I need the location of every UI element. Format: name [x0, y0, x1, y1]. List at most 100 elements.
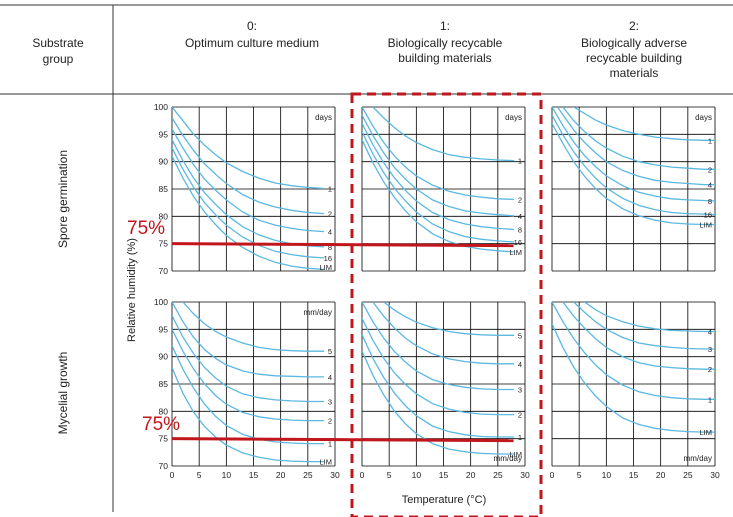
curve-label: 1	[328, 184, 332, 193]
column-header-1-line-1: building materials	[398, 51, 491, 65]
x-tick-label: 5	[577, 470, 582, 480]
curve-label: 2	[518, 411, 522, 420]
y-tick-label: 70	[159, 266, 169, 276]
group-header-line-1: Substrate	[32, 36, 84, 50]
curve-lim	[552, 323, 715, 433]
curve-label: 4	[708, 328, 712, 337]
curve-16	[172, 147, 325, 259]
threshold-line-spore	[171, 242, 514, 248]
unit-label: mm/day	[304, 308, 332, 317]
x-tick-label: 10	[412, 470, 422, 480]
curve-label: 3	[708, 345, 712, 354]
curve-label: 1	[518, 433, 522, 442]
curve-4	[584, 302, 715, 333]
curve-label: 4	[518, 360, 522, 369]
y-tick-label: 100	[154, 102, 168, 112]
curve-4	[172, 302, 325, 378]
marker-75-upper: 75%	[127, 218, 165, 239]
highlight-box-column-1	[350, 92, 543, 517]
y-tick-label: 90	[159, 157, 169, 167]
y-tick-label: 85	[159, 379, 169, 389]
x-tick-label: 20	[466, 470, 476, 480]
curve-label: 8	[708, 197, 712, 206]
threshold-lines	[171, 242, 514, 443]
x-tick-label: 20	[276, 470, 286, 480]
unit-label: mm/day	[684, 454, 712, 463]
x-tick-label: 0	[550, 470, 555, 480]
curve-2	[362, 318, 515, 416]
x-tick-label: 5	[197, 470, 202, 480]
curve-label: 16	[704, 211, 712, 220]
y-tick-label: 95	[159, 324, 169, 334]
curve-8	[552, 107, 715, 202]
column-header-id-2: 2:	[629, 19, 639, 33]
x-axis-label: Temperature (°C)	[402, 494, 486, 506]
x-tick-label: 0	[360, 470, 365, 480]
curve-1	[362, 334, 515, 438]
curve-3	[172, 315, 325, 403]
y-tick-label: 85	[159, 184, 169, 194]
row-label-mycelial-growth: Mycelial growth	[56, 352, 70, 435]
curve-2	[562, 107, 715, 170]
curve-5	[383, 302, 515, 336]
curve-8	[172, 139, 325, 248]
curve-label: 16	[324, 254, 332, 263]
y-tick-label: 80	[159, 211, 169, 221]
curve-label: 4	[328, 373, 332, 382]
curve-label: 1	[328, 440, 332, 449]
curve-label: LIM	[509, 450, 522, 459]
curve-label: 4	[708, 181, 712, 190]
curve-lim	[362, 139, 515, 253]
curve-label: 2	[328, 210, 332, 219]
column-header-2-line-1: recycable building	[586, 51, 682, 65]
curve-2	[362, 107, 515, 201]
column-header-1-line-0: Biologically recycable	[388, 36, 503, 50]
x-tick-label: 10	[222, 470, 232, 480]
x-tick-label: 0	[170, 470, 175, 480]
curve-1	[172, 107, 325, 190]
unit-label: mm/day	[494, 454, 522, 463]
x-tick-label: 25	[493, 470, 503, 480]
curve-5	[182, 302, 325, 352]
curve-label: 4	[328, 228, 332, 237]
curve-label: 8	[328, 243, 332, 252]
panel-mycelial-col-0: 100 95 90 85 80 75 700 5 10 15 20 25 30 mm/day 5 4 3 2 1 LI…	[154, 297, 340, 480]
x-tick-label: 5	[387, 470, 392, 480]
curve-4	[556, 107, 715, 186]
curve-label: 3	[328, 397, 332, 406]
curve-1	[552, 302, 715, 400]
curve-label: LIM	[319, 458, 332, 467]
unit-label: days	[695, 113, 712, 122]
curve-3	[362, 302, 515, 391]
x-tick-label: 30	[520, 470, 530, 480]
curve-8	[362, 123, 515, 231]
group-header-line-2: group	[43, 52, 74, 66]
column-header-id-1: 1:	[440, 19, 450, 33]
curve-1	[172, 345, 325, 445]
curve-label: LIM	[699, 428, 712, 437]
curve-label: 3	[518, 385, 522, 394]
curve-2	[172, 329, 325, 422]
x-tick-label: 30	[330, 470, 340, 480]
panels: 100959085807570days124816LIMdays124816LI…	[154, 102, 720, 480]
x-tick-label: 25	[303, 470, 313, 480]
column-headers: 0: Optimum culture medium 1: Biologically r…	[185, 19, 687, 80]
x-tick-label: 20	[656, 470, 666, 480]
curve-label: 16	[514, 238, 522, 247]
panel-mycelial-col-1: 0 5 10 15 20 25 30 mm/day 5 4 3 2 1 LIM	[360, 301, 530, 480]
x-tick-label: 30	[710, 470, 720, 480]
unit-label: days	[505, 113, 522, 122]
y-tick-label: 80	[159, 406, 169, 416]
column-header-2-line-2: materials	[610, 66, 659, 80]
row-label-spore-germination: Spore germination	[56, 150, 70, 248]
y-tick-label: 100	[154, 297, 168, 307]
curve-2	[172, 117, 325, 215]
curve-label: 1	[708, 136, 712, 145]
curve-label: LIM	[699, 221, 712, 230]
curve-4	[372, 302, 515, 365]
column-header-2-line-0: Biologically adverse	[581, 36, 687, 50]
marker-75-lower: 75%	[142, 414, 180, 435]
